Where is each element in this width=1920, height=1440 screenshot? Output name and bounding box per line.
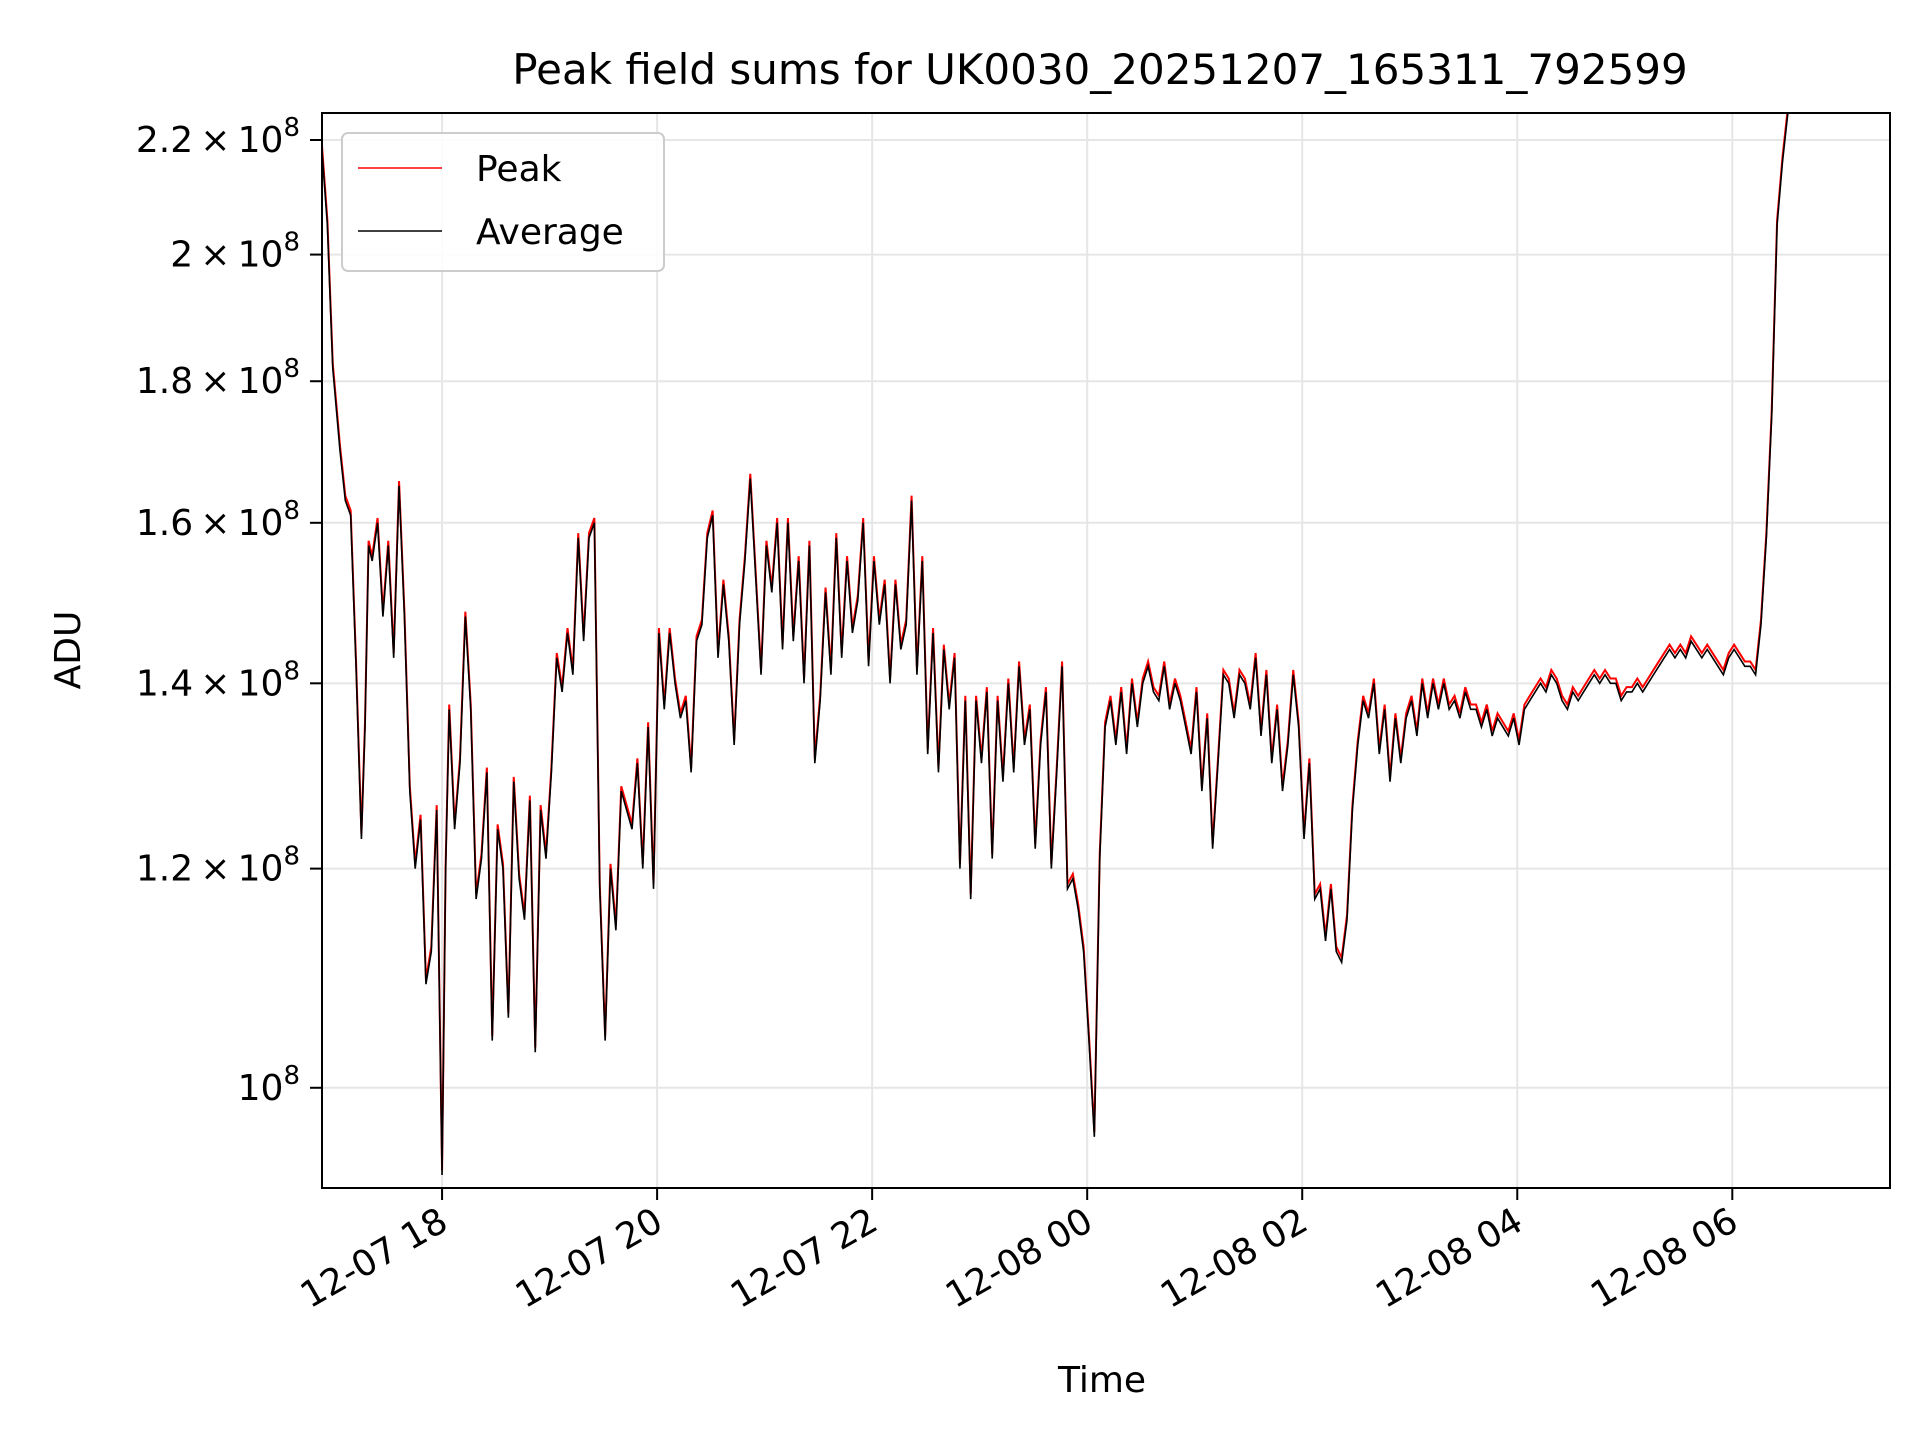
- legend-label-average: Average: [476, 212, 624, 253]
- y-tick-label: 1.8 × 108: [136, 354, 300, 402]
- series-layer: [322, 113, 1789, 1176]
- y-tick-label: 1.6 × 108: [136, 496, 300, 544]
- legend-label-peak: Peak: [476, 149, 562, 190]
- y-axis-label: ADU: [48, 611, 89, 690]
- x-tick-label: 12-07 22: [724, 1200, 885, 1316]
- legend: Peak Average: [341, 132, 665, 272]
- series-average-line: [322, 113, 1789, 1176]
- x-tick-label: 12-07 20: [509, 1200, 670, 1316]
- y-tick-label: 2.2 × 108: [136, 113, 300, 161]
- plot-frame: [321, 112, 1891, 1189]
- y-tick-label: 2 × 108: [170, 228, 300, 276]
- x-tick-label: 12-07 18: [294, 1200, 455, 1316]
- x-axis-label: Time: [1057, 1360, 1146, 1401]
- x-tick-label: 12-08 00: [939, 1200, 1100, 1316]
- x-axis-ticks: 12-07 18 12-07 20 12-07 22 12-08 00 12-08 02…: [294, 1188, 1745, 1317]
- y-tick-label: 1.2 × 108: [136, 842, 300, 890]
- chart-title: Peak field sums for UK0030_20251207_1653…: [512, 45, 1687, 94]
- grid-lines: [322, 113, 1890, 1188]
- x-tick-label: 12-08 06: [1584, 1200, 1745, 1316]
- y-tick-label: 1.4 × 108: [136, 656, 300, 704]
- y-tick-label: 108: [238, 1061, 300, 1109]
- y-axis-ticks: 108 1.2 × 108 1.4 × 108 1.6 × 108 1.8 × 108 2…: [136, 113, 322, 1109]
- x-tick-label: 12-08 04: [1369, 1200, 1530, 1316]
- x-tick-label: 12-08 02: [1154, 1200, 1315, 1316]
